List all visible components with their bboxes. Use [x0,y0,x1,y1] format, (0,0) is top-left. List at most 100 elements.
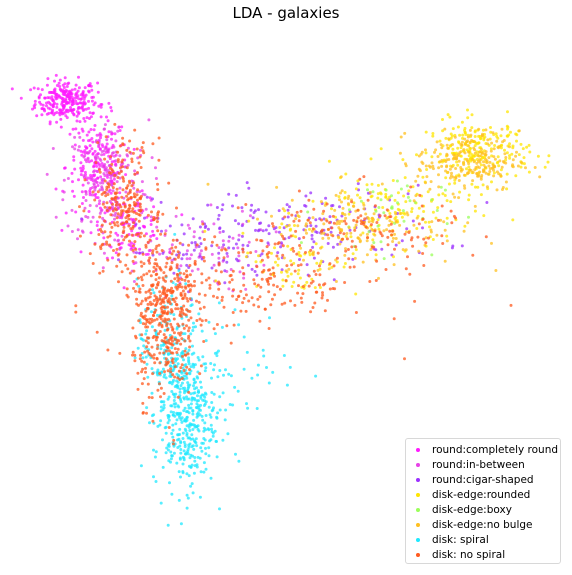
scatter-point [175,266,179,270]
scatter-point [314,242,318,246]
scatter-point [331,287,335,290]
scatter-point [343,262,347,265]
scatter-point [496,155,500,159]
scatter-point [488,160,492,164]
scatter-point [505,172,509,176]
scatter-point [116,150,120,154]
scatter-point [250,203,254,207]
scatter-point [77,75,80,79]
scatter-point [425,175,429,179]
scatter-point [33,99,37,103]
scatter-point [350,245,354,249]
scatter-point [91,111,95,115]
scatter-point [155,356,159,360]
scatter-point [456,146,460,150]
scatter-point [202,426,206,430]
scatter-point [76,237,79,241]
scatter-point [236,389,240,393]
scatter-point [445,239,449,243]
scatter-point [338,242,342,246]
scatter-point [196,455,200,459]
scatter-point [382,211,386,215]
scatter-point [165,261,169,265]
scatter-point [185,252,189,256]
scatter-point [188,310,192,313]
scatter-point [327,159,331,163]
scatter-point [90,177,94,181]
scatter-point [99,247,103,251]
scatter-point [193,459,197,463]
scatter-point [165,446,169,450]
scatter-point [70,171,74,175]
scatter-point [354,187,358,191]
scatter-point [172,399,176,402]
scatter-point [309,191,313,195]
scatter-point [106,119,110,123]
scatter-point [393,198,397,202]
scatter-point [146,349,149,353]
scatter-point [467,162,471,166]
scatter-point [371,216,374,220]
scatter-point [181,386,185,390]
scatter-point [159,386,163,390]
scatter-point [385,228,389,232]
scatter-point [343,253,347,257]
scatter-point [119,205,123,209]
scatter-point [345,237,349,241]
scatter-point [225,324,229,328]
legend-marker [416,537,420,542]
scatter-point [112,221,116,225]
scatter-point [166,523,170,527]
scatter-point [55,102,59,106]
scatter-point [75,114,79,118]
scatter-point [160,229,163,233]
scatter-point [97,104,101,108]
scatter-point [140,146,144,149]
scatter-point [121,158,125,162]
scatter-point [172,367,176,371]
scatter-point [389,222,393,226]
scatter-point [498,144,501,148]
scatter-point [166,299,170,303]
scatter-point [189,316,193,320]
scatter-point [187,425,191,429]
legend-label: round:cigar-shaped [432,473,534,486]
scatter-point [476,165,480,169]
scatter-point [144,325,148,329]
scatter-point [138,155,142,159]
scatter-point [189,332,193,336]
scatter-point [115,247,119,251]
scatter-point [394,215,398,219]
scatter-point [282,256,286,260]
scatter-point [278,287,282,291]
scatter-point [380,247,384,251]
scatter-point [222,243,226,247]
scatter-point [183,427,187,431]
scatter-point [415,153,418,157]
scatter-point [180,285,184,289]
scatter-point [154,304,158,307]
scatter-point [118,191,122,195]
scatter-point [153,328,157,332]
scatter-point [221,239,225,243]
scatter-point [112,145,116,149]
scatter-point [10,87,14,91]
scatter-point [231,204,234,208]
scatter-point [533,166,537,169]
scatter-point [404,267,408,271]
scatter-point [147,249,151,253]
scatter-point [116,212,120,216]
scatter-point [495,170,499,174]
scatter-point [289,227,293,231]
scatter-point [158,267,162,271]
scatter-point [116,160,120,164]
scatter-point [468,140,472,144]
scatter-point [249,251,253,255]
scatter-point [346,248,350,251]
scatter-point [132,286,135,290]
scatter-point [367,230,371,234]
scatter-point [369,223,373,227]
scatter-point [46,96,50,100]
scatter-point [122,179,126,183]
scatter-point [493,144,497,147]
